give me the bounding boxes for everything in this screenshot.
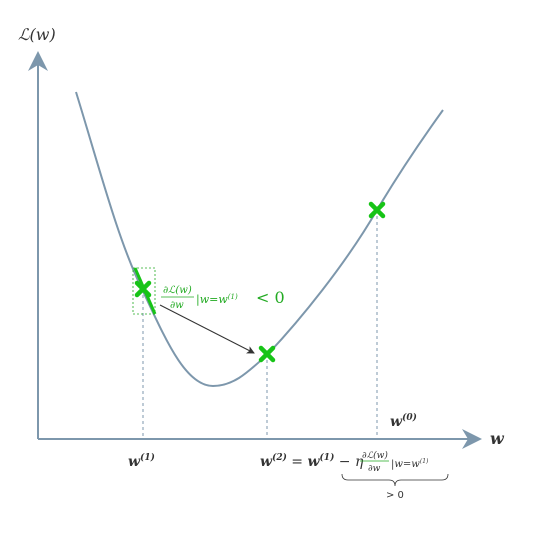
label-w0: w(0) [390, 412, 417, 430]
update-brace-note: > 0 [386, 490, 404, 501]
gradient-denominator: ∂w [170, 300, 184, 311]
update-frac-denominator: ∂w [368, 464, 381, 474]
update-eval: |w=w(1) [391, 458, 429, 470]
step-arrow [159, 304, 255, 354]
marker-w0-icon [368, 201, 386, 219]
loss-curve [75, 91, 444, 388]
gradient-numerator: ∂ℒ(w) [163, 285, 192, 296]
update-frac-numerator: ∂ℒ(w) [362, 450, 388, 461]
gradient-eval: |w=w(1) [196, 293, 238, 307]
x-axis-label: w [490, 429, 505, 448]
marker-w1-icon [134, 280, 152, 298]
tangent-box [132, 267, 156, 315]
marker-w2-icon [258, 345, 276, 363]
update-rule-lhs: w(2) = w(1) − η [260, 452, 364, 470]
gradient-annotation: ∂ℒ(w) ∂w |w=w(1) < 0 [161, 285, 285, 311]
label-w1: w(1) [128, 452, 155, 470]
update-rule: w(2) = w(1) − η ∂ℒ(w) ∂w |w=w(1) > 0 [260, 450, 449, 501]
update-brace [341, 473, 449, 487]
y-axis-label: ℒ(w) [18, 25, 56, 44]
gradient-relation: < 0 [256, 288, 285, 307]
